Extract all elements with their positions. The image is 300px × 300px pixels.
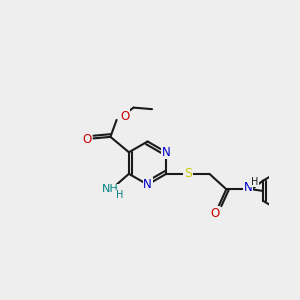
Text: S: S <box>184 167 192 180</box>
Text: O: O <box>210 207 219 220</box>
Text: O: O <box>82 133 91 146</box>
Text: H: H <box>116 190 123 200</box>
Text: N: N <box>143 178 152 191</box>
Text: N: N <box>244 181 252 194</box>
Text: NH: NH <box>102 184 119 194</box>
Text: H: H <box>251 176 259 187</box>
Text: N: N <box>162 146 171 159</box>
Text: O: O <box>120 110 130 123</box>
